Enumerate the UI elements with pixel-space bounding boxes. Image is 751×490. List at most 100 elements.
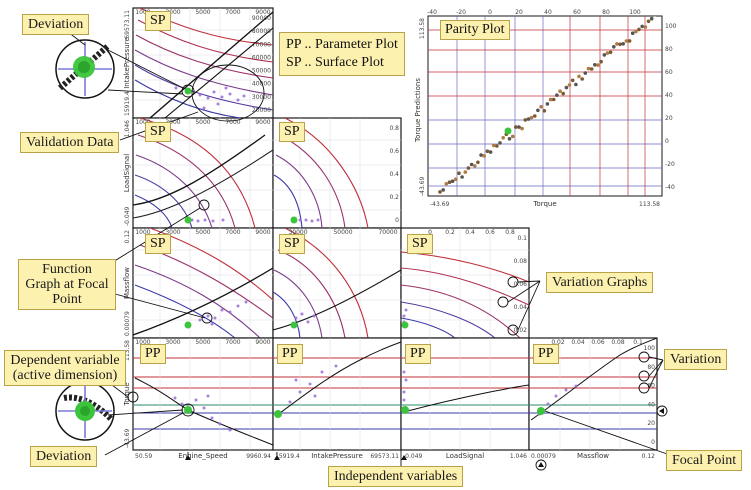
parity-point xyxy=(561,91,565,96)
parity-point xyxy=(577,74,581,79)
right-tick: 80 xyxy=(647,364,655,371)
column-axis-min: 50.59 xyxy=(135,453,152,460)
right-tick: 0.04 xyxy=(514,304,528,311)
right-tick: 0.08 xyxy=(514,258,528,265)
parity-point xyxy=(634,29,638,34)
right-tick: 70000 xyxy=(252,41,271,48)
parity-point xyxy=(526,117,531,121)
top-tick: 3000 xyxy=(165,339,180,346)
parity-point xyxy=(637,27,641,32)
parity-points xyxy=(438,10,660,194)
top-tick: 7000 xyxy=(225,119,240,126)
parity-point xyxy=(450,179,455,183)
top-tick: 5000 xyxy=(195,119,210,126)
parity-top-tick: 20 xyxy=(515,9,523,16)
parity-x-label: Torque xyxy=(532,200,556,208)
parity-point xyxy=(608,50,613,55)
parity-point xyxy=(463,170,468,174)
callout-variation: Variation xyxy=(664,349,728,370)
right-tick: 60000 xyxy=(252,54,271,61)
top-tick: 0.6 xyxy=(485,229,495,236)
top-tick: 0.4 xyxy=(465,229,475,236)
parity-point xyxy=(514,125,518,129)
pp-tag: PP xyxy=(277,344,303,364)
parity-point xyxy=(523,118,528,122)
row-axis-max: 113.58 xyxy=(124,340,131,361)
right-tick: 0.06 xyxy=(514,281,528,288)
parity-point xyxy=(466,166,471,170)
parity-point xyxy=(612,45,616,49)
parity-point xyxy=(551,97,556,102)
parity-point xyxy=(618,42,622,47)
parity-point xyxy=(640,24,644,29)
validation-data-points xyxy=(174,86,408,326)
parity-top-tick: 80 xyxy=(602,9,610,16)
parity-point xyxy=(630,31,635,35)
deviation-magnifier-top xyxy=(55,39,115,99)
row-axis-label: LoadSignal xyxy=(123,154,131,192)
right-tick: 0.6 xyxy=(389,148,399,155)
column-axis-max: 0.12 xyxy=(642,453,656,460)
top-tick: 30000 xyxy=(288,229,307,236)
parity-plot-title: Parity Plot xyxy=(440,20,510,40)
parity-point xyxy=(460,175,464,179)
parity-point xyxy=(593,63,597,67)
legend-pp-line: PP .. Parameter Plot xyxy=(286,37,398,52)
row-axis-max: 1.046 xyxy=(124,120,131,137)
column-axis-label: LoadSignal xyxy=(446,452,484,460)
parity-point xyxy=(643,25,648,29)
right-tick: 0.4 xyxy=(389,171,399,178)
top-tick: 50000 xyxy=(333,229,352,236)
parity-point xyxy=(536,108,540,113)
parity-point xyxy=(605,51,610,55)
row-axis-min: -43.69 xyxy=(124,428,131,448)
parity-point xyxy=(570,78,575,83)
parity-point xyxy=(564,85,569,90)
legend-sp-line: SP .. Surface Plot xyxy=(286,55,384,70)
top-tick: 9000 xyxy=(255,229,270,236)
column-axis-min: 15919.4 xyxy=(275,453,300,460)
parity-right-tick: 0 xyxy=(665,138,669,145)
right-tick: 0 xyxy=(395,217,399,224)
row-axis-max: 0.12 xyxy=(124,230,131,244)
top-tick: 5000 xyxy=(195,339,210,346)
row-axis-min: 15919.4 xyxy=(124,91,131,116)
parameter-plot-focal-markers xyxy=(184,406,545,418)
top-tick: 7000 xyxy=(225,339,240,346)
top-tick: 3000 xyxy=(165,229,180,236)
parity-point xyxy=(627,39,632,43)
focal-point-markers xyxy=(184,87,409,329)
top-tick: 5000 xyxy=(195,9,210,16)
top-tick: 7000 xyxy=(225,9,240,16)
parity-point xyxy=(624,39,629,43)
top-tick: 1000 xyxy=(135,9,150,16)
right-tick: 20 xyxy=(647,420,655,427)
parity-point xyxy=(533,114,537,118)
parity-right-tick: 20 xyxy=(665,115,673,122)
parity-point xyxy=(507,137,512,141)
parity-point xyxy=(447,180,452,184)
right-tick: 0.02 xyxy=(514,327,528,334)
column-axis-label: Massflow xyxy=(577,452,609,460)
parity-point xyxy=(656,10,660,14)
top-tick: 3000 xyxy=(165,119,180,126)
parity-point xyxy=(649,16,654,21)
top-tick: 0.08 xyxy=(611,339,625,346)
column-axis-label: IntakePressure xyxy=(311,452,363,460)
parity-point xyxy=(621,42,625,46)
top-tick: 5000 xyxy=(195,229,210,236)
parity-point xyxy=(520,126,524,131)
column-axis-max: 1.046 xyxy=(510,453,527,460)
parity-y-min: -43.69 xyxy=(419,176,426,196)
right-tick: 60 xyxy=(647,383,655,390)
parity-point xyxy=(555,93,559,97)
top-tick: 0.2 xyxy=(445,229,455,236)
parity-point xyxy=(567,83,572,87)
row-axis-min: 0.00079 xyxy=(124,311,131,336)
parity-right-tick: 80 xyxy=(665,46,673,53)
right-tick: 0.2 xyxy=(389,194,399,201)
top-tick: 9000 xyxy=(255,339,270,346)
parity-x-max: 113.58 xyxy=(639,201,660,208)
parity-point xyxy=(438,190,442,194)
column-axis-max: 69573.11 xyxy=(370,453,399,460)
